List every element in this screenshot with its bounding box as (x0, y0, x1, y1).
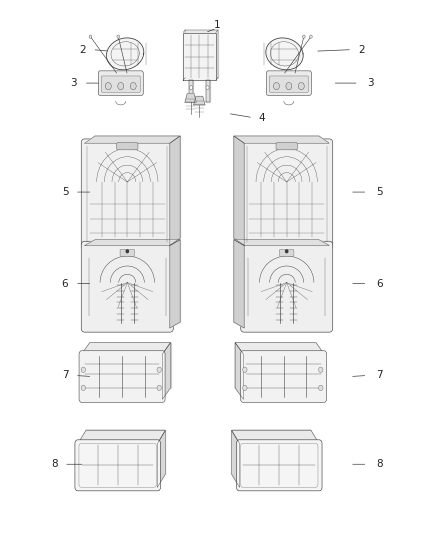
Circle shape (130, 83, 136, 90)
FancyBboxPatch shape (266, 71, 311, 95)
Polygon shape (90, 343, 170, 388)
Polygon shape (78, 431, 166, 443)
FancyBboxPatch shape (279, 249, 294, 256)
Text: 8: 8 (376, 459, 383, 469)
Text: 8: 8 (51, 459, 57, 469)
Circle shape (273, 83, 279, 90)
Polygon shape (185, 94, 196, 102)
Polygon shape (234, 136, 329, 143)
Polygon shape (189, 80, 193, 102)
Text: 7: 7 (62, 370, 68, 381)
Polygon shape (86, 431, 166, 474)
Text: 6: 6 (62, 279, 68, 288)
FancyBboxPatch shape (81, 241, 173, 332)
Text: 2: 2 (79, 45, 86, 54)
Circle shape (117, 35, 120, 38)
Circle shape (118, 83, 124, 90)
Circle shape (243, 385, 247, 391)
Polygon shape (234, 136, 244, 245)
Polygon shape (232, 431, 319, 443)
Circle shape (89, 35, 92, 38)
Circle shape (206, 86, 209, 90)
Polygon shape (205, 80, 209, 102)
FancyBboxPatch shape (79, 351, 165, 402)
Text: 5: 5 (62, 187, 68, 197)
Circle shape (298, 83, 304, 90)
Polygon shape (106, 38, 144, 70)
Polygon shape (266, 38, 303, 70)
Polygon shape (194, 96, 205, 105)
Polygon shape (95, 240, 180, 322)
Circle shape (318, 385, 323, 391)
Circle shape (157, 385, 162, 391)
Polygon shape (81, 343, 170, 354)
Polygon shape (235, 343, 324, 354)
Polygon shape (183, 33, 216, 80)
Text: 3: 3 (71, 78, 77, 88)
Circle shape (318, 367, 323, 373)
FancyBboxPatch shape (75, 440, 160, 491)
Polygon shape (157, 431, 166, 487)
Polygon shape (170, 240, 180, 328)
FancyBboxPatch shape (117, 143, 138, 150)
Polygon shape (235, 343, 316, 388)
FancyBboxPatch shape (276, 143, 297, 150)
Polygon shape (95, 136, 180, 238)
FancyBboxPatch shape (81, 139, 173, 249)
Polygon shape (85, 240, 180, 246)
Circle shape (286, 83, 292, 90)
Polygon shape (162, 343, 170, 399)
Circle shape (303, 35, 305, 38)
Polygon shape (232, 431, 311, 474)
Text: 5: 5 (376, 187, 383, 197)
Polygon shape (234, 240, 329, 246)
FancyBboxPatch shape (240, 139, 333, 249)
Polygon shape (234, 240, 244, 328)
Circle shape (105, 83, 111, 90)
Text: 6: 6 (376, 279, 383, 288)
Text: 2: 2 (359, 45, 365, 54)
Text: 4: 4 (258, 112, 265, 123)
Text: 7: 7 (376, 370, 383, 381)
Polygon shape (185, 30, 218, 78)
FancyBboxPatch shape (269, 76, 308, 92)
Text: 1: 1 (213, 20, 220, 30)
Circle shape (81, 367, 85, 373)
Circle shape (310, 35, 312, 38)
Circle shape (286, 250, 288, 253)
Polygon shape (235, 343, 243, 399)
Circle shape (190, 86, 193, 90)
Circle shape (126, 250, 128, 253)
Polygon shape (234, 240, 319, 322)
Circle shape (243, 367, 247, 373)
Text: 3: 3 (367, 78, 374, 88)
FancyBboxPatch shape (237, 440, 322, 491)
Polygon shape (85, 136, 180, 143)
FancyBboxPatch shape (120, 249, 134, 256)
Polygon shape (170, 136, 180, 245)
FancyBboxPatch shape (240, 241, 333, 332)
Polygon shape (234, 136, 319, 238)
FancyBboxPatch shape (98, 71, 143, 95)
FancyBboxPatch shape (240, 351, 327, 402)
FancyBboxPatch shape (101, 76, 140, 92)
Circle shape (81, 385, 85, 391)
Polygon shape (232, 431, 240, 487)
Circle shape (157, 367, 162, 373)
